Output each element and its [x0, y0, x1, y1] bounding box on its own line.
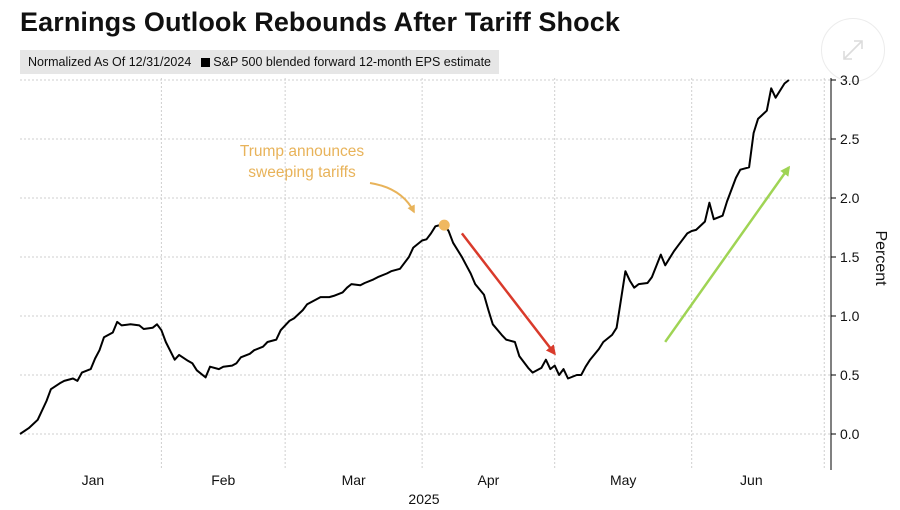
- expand-button[interactable]: [821, 18, 885, 82]
- normalization-note: Normalized As Of 12/31/2024: [28, 55, 192, 69]
- x-month-label: Apr: [478, 472, 500, 488]
- x-axis-months: Jan Feb Mar Apr May Jun: [82, 472, 763, 488]
- annotation-line-2: sweeping tariffs: [248, 164, 356, 181]
- x-month-label: Feb: [211, 472, 235, 488]
- expand-arrows-icon: [843, 40, 863, 60]
- gridlines: [20, 78, 831, 470]
- x-month-label: Jun: [740, 472, 763, 488]
- y-tick-label: 2.0: [840, 190, 860, 206]
- y-tick-label: 1.5: [840, 249, 860, 265]
- y-tick-label: 0.0: [840, 426, 860, 442]
- tariff-event-marker: [438, 219, 450, 231]
- x-month-label: Jan: [82, 472, 105, 488]
- x-axis-year-label: 2025: [408, 491, 439, 507]
- y-axis-title: Percent: [872, 230, 889, 286]
- series-legend-label: S&P 500 blended forward 12-month EPS est…: [213, 55, 492, 69]
- y-tick-label: 2.5: [840, 131, 860, 147]
- y-tick-label: 1.0: [840, 308, 860, 324]
- annotation-pointer-arrow: [369, 182, 415, 214]
- chart-title: Earnings Outlook Rebounds After Tariff S…: [20, 7, 620, 37]
- y-tick-label: 0.5: [840, 367, 860, 383]
- x-month-label: Mar: [342, 472, 366, 488]
- y-axis-ticks: 3.0 2.5 2.0 1.5 1.0 0.5 0.0: [831, 72, 860, 442]
- legend-bar: Normalized As Of 12/31/2024 S&P 500 blen…: [20, 50, 500, 74]
- series-swatch: [201, 57, 211, 67]
- annotation-line-1: Trump announces: [240, 143, 365, 160]
- x-month-label: May: [610, 472, 636, 488]
- decline-arrow: [460, 232, 556, 356]
- y-tick-label: 3.0: [840, 72, 860, 88]
- rebound-arrow: [664, 165, 791, 343]
- eps-estimate-series-line: [19, 79, 790, 435]
